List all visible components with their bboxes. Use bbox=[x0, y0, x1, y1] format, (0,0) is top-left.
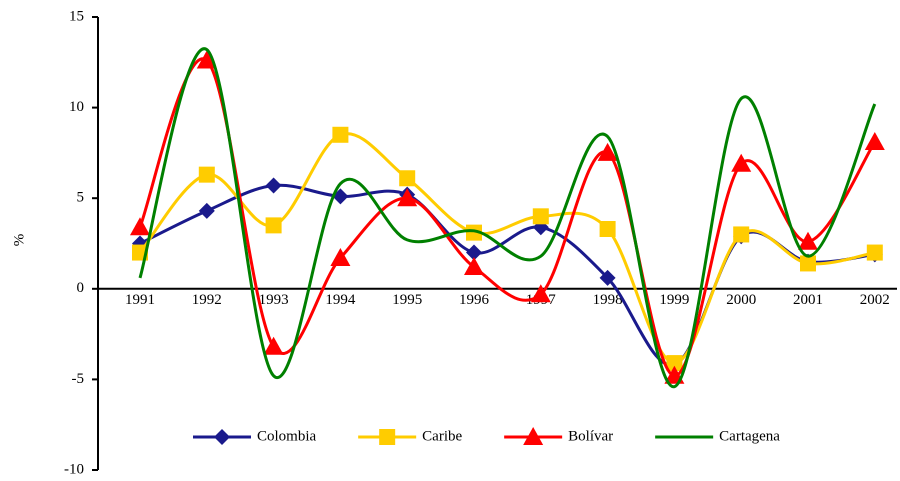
marker bbox=[733, 226, 750, 243]
marker bbox=[530, 284, 551, 303]
marker bbox=[198, 166, 215, 183]
x-tick-label: 1992 bbox=[192, 292, 222, 308]
marker bbox=[196, 50, 217, 69]
x-tick-label: 1999 bbox=[659, 292, 689, 308]
marker bbox=[866, 244, 883, 261]
x-tick-label: 2001 bbox=[793, 292, 823, 308]
legend-marker bbox=[379, 429, 396, 445]
marker bbox=[599, 221, 616, 238]
x-tick-label: 2000 bbox=[726, 292, 756, 308]
y-tick-label: 0 bbox=[77, 280, 85, 296]
marker bbox=[532, 208, 549, 225]
marker bbox=[798, 231, 818, 250]
x-tick-label: 2002 bbox=[860, 292, 890, 308]
x-tick-label: 1993 bbox=[259, 292, 289, 308]
y-tick-label: -10 bbox=[64, 461, 84, 477]
marker bbox=[330, 247, 351, 266]
legend-marker bbox=[523, 427, 544, 445]
y-axis-label: % bbox=[11, 234, 27, 247]
marker bbox=[332, 126, 349, 143]
marker bbox=[464, 257, 484, 276]
marker bbox=[130, 217, 150, 236]
marker bbox=[666, 355, 683, 372]
legend-marker bbox=[214, 429, 230, 445]
line bbox=[138, 47, 877, 389]
marker bbox=[599, 269, 616, 286]
marker bbox=[265, 177, 282, 194]
legend-label: Caribe bbox=[422, 428, 462, 444]
marker bbox=[597, 142, 618, 161]
x-tick-label: 1995 bbox=[392, 292, 422, 308]
marker bbox=[397, 188, 418, 207]
y-tick-label: 15 bbox=[69, 8, 84, 24]
x-tick-label: 1996 bbox=[459, 292, 490, 308]
legend-label: Colombia bbox=[257, 428, 317, 444]
y-tick-label: 10 bbox=[69, 99, 84, 115]
line bbox=[138, 57, 877, 378]
marker bbox=[800, 255, 816, 272]
legend-label: Bolívar bbox=[568, 428, 613, 444]
marker bbox=[265, 217, 282, 234]
legend-label: Cartagena bbox=[719, 428, 780, 444]
x-tick-label: 1994 bbox=[325, 292, 356, 308]
marker bbox=[466, 224, 482, 241]
marker bbox=[466, 244, 482, 261]
marker bbox=[198, 202, 215, 219]
y-tick-label: 5 bbox=[77, 190, 85, 206]
x-tick-label: 1998 bbox=[593, 292, 623, 308]
y-tick-label: -5 bbox=[72, 371, 85, 387]
x-tick-label: 1991 bbox=[125, 292, 155, 308]
marker bbox=[263, 336, 284, 355]
marker bbox=[399, 170, 416, 187]
marker bbox=[731, 153, 752, 172]
marker bbox=[864, 132, 885, 151]
